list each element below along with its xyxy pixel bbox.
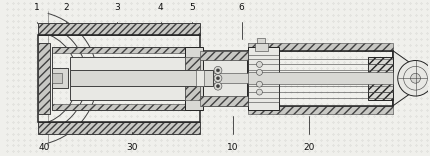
Bar bbox=[257, 38, 265, 43]
Bar bbox=[254, 43, 268, 51]
Bar bbox=[200, 61, 247, 96]
Bar bbox=[70, 56, 185, 100]
Bar bbox=[52, 68, 68, 88]
Circle shape bbox=[214, 66, 221, 74]
Circle shape bbox=[256, 81, 262, 87]
Bar bbox=[52, 73, 62, 83]
Bar bbox=[185, 56, 200, 100]
Text: 30: 30 bbox=[126, 144, 138, 152]
Circle shape bbox=[410, 73, 420, 83]
Bar bbox=[200, 51, 247, 106]
Bar bbox=[52, 104, 185, 110]
Bar bbox=[196, 70, 204, 86]
Bar bbox=[38, 43, 50, 114]
Circle shape bbox=[214, 82, 221, 90]
Bar bbox=[200, 96, 247, 106]
Circle shape bbox=[256, 61, 262, 67]
Bar bbox=[38, 122, 200, 134]
Bar bbox=[200, 73, 254, 83]
Text: 40: 40 bbox=[38, 144, 50, 152]
Text: 10: 10 bbox=[227, 144, 238, 152]
Bar bbox=[70, 70, 212, 86]
Bar bbox=[247, 72, 392, 84]
Text: 4: 4 bbox=[157, 3, 163, 12]
Bar bbox=[247, 106, 392, 114]
Bar bbox=[367, 56, 392, 100]
Polygon shape bbox=[392, 51, 408, 106]
Text: 5: 5 bbox=[189, 3, 195, 12]
Circle shape bbox=[216, 85, 219, 88]
Bar bbox=[247, 43, 392, 51]
Bar bbox=[247, 51, 392, 106]
Circle shape bbox=[256, 69, 262, 75]
Bar bbox=[367, 64, 392, 92]
Circle shape bbox=[216, 69, 219, 72]
Circle shape bbox=[256, 89, 262, 95]
Circle shape bbox=[216, 77, 219, 80]
Bar bbox=[38, 23, 200, 35]
Bar bbox=[247, 55, 279, 102]
Bar bbox=[247, 47, 279, 110]
Circle shape bbox=[214, 74, 221, 82]
Bar bbox=[52, 47, 185, 110]
Text: 20: 20 bbox=[302, 144, 314, 152]
Bar bbox=[185, 47, 203, 110]
Bar bbox=[52, 47, 185, 53]
Text: 3: 3 bbox=[114, 3, 120, 12]
Text: 2: 2 bbox=[63, 3, 68, 12]
Circle shape bbox=[397, 61, 430, 96]
Bar bbox=[38, 35, 200, 122]
Bar bbox=[200, 51, 247, 61]
Text: 1: 1 bbox=[34, 3, 40, 12]
Text: 6: 6 bbox=[238, 3, 244, 12]
